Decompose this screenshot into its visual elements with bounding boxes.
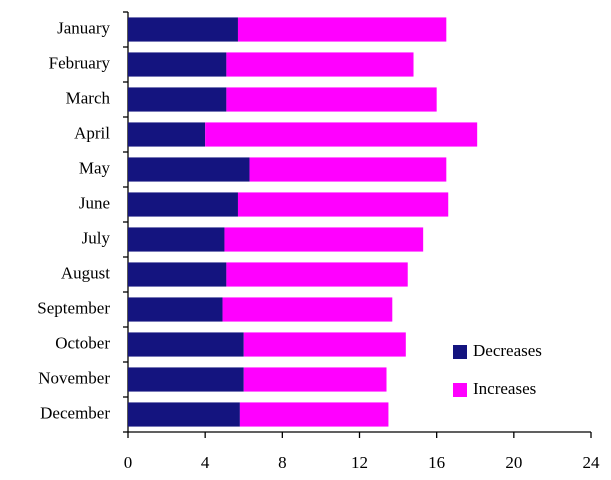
bar <box>128 87 227 112</box>
x-tick-label: 16 <box>428 453 445 472</box>
bar <box>239 402 389 427</box>
x-tick-label: 20 <box>505 453 522 472</box>
y-tick-label: November <box>38 368 110 387</box>
bar <box>226 52 414 77</box>
bar <box>128 52 227 77</box>
bar <box>222 297 393 322</box>
y-tick-label: January <box>57 18 110 37</box>
bar <box>128 17 238 42</box>
bar <box>237 192 449 217</box>
legend-label: Increases <box>473 379 536 398</box>
x-tick-label: 12 <box>351 453 368 472</box>
bar <box>205 122 478 147</box>
y-tick-label: August <box>61 263 110 282</box>
y-tick-label: June <box>79 193 110 212</box>
bar <box>224 227 424 252</box>
legend-label: Decreases <box>473 341 542 360</box>
y-tick-label: October <box>55 333 110 352</box>
bar <box>128 332 244 357</box>
y-tick-label: July <box>82 228 111 247</box>
bar <box>128 297 223 322</box>
bar <box>128 227 225 252</box>
bar <box>243 332 406 357</box>
bar <box>128 262 227 287</box>
x-tick-label: 24 <box>583 453 601 472</box>
bar <box>226 87 437 112</box>
bar <box>128 192 238 217</box>
x-tick-label: 8 <box>278 453 287 472</box>
y-tick-label: December <box>40 403 110 422</box>
bar <box>237 17 447 42</box>
bar <box>128 157 250 182</box>
bar <box>128 122 206 147</box>
y-tick-label: May <box>79 158 111 177</box>
y-tick-label: February <box>49 53 111 72</box>
bar <box>243 367 387 392</box>
bar <box>249 157 447 182</box>
x-tick-label: 0 <box>124 453 133 472</box>
bar <box>226 262 408 287</box>
legend-swatch <box>453 345 467 359</box>
bar <box>128 367 244 392</box>
y-tick-label: March <box>66 88 111 107</box>
y-tick-label: April <box>74 123 110 142</box>
legend-swatch <box>453 383 467 397</box>
bar <box>128 402 240 427</box>
y-tick-label: September <box>37 298 110 317</box>
x-tick-label: 4 <box>201 453 210 472</box>
